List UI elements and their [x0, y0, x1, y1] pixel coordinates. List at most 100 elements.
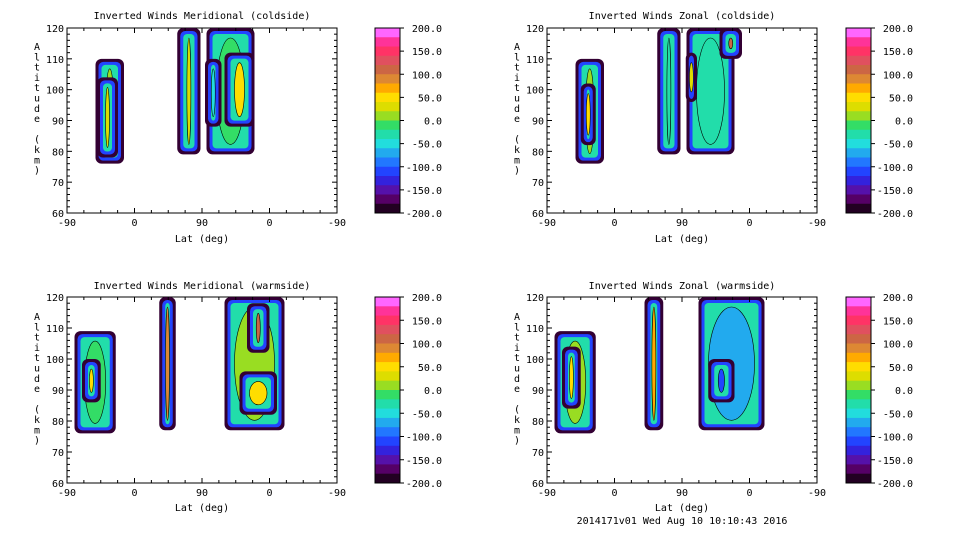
y-tick-label: 60: [52, 479, 64, 490]
colorbar-swatch: [375, 380, 400, 391]
y-axis-label-char: e: [514, 114, 520, 125]
contour-region-core: [186, 37, 192, 145]
colorbar-label: -100.0: [406, 433, 442, 444]
colorbar-label: 0.0: [895, 386, 913, 397]
x-tick-label: 0: [131, 488, 137, 499]
y-tick-label: 120: [526, 24, 544, 35]
colorbar-label: 150.0: [412, 47, 442, 58]
colorbar-swatch: [375, 37, 400, 47]
colorbar-swatch: [846, 120, 871, 131]
contour-region-core: [569, 356, 574, 399]
x-tick-label: 0: [266, 218, 272, 229]
x-tick-label: 0: [611, 218, 617, 229]
y-tick-label: 110: [46, 55, 64, 66]
y-axis-label-char: e: [514, 384, 520, 395]
chart-title: Inverted Winds Meridional (coldside): [94, 11, 311, 22]
heatmap-area: [95, 28, 255, 164]
contour-region-core: [255, 312, 261, 344]
colorbar-label: 50.0: [889, 93, 913, 104]
y-tick-label: 90: [52, 117, 64, 128]
y-tick-label: 60: [532, 209, 544, 220]
colorbar: 200.0 150.0 100.0 50.0 0.0 -50.0 -100.0 -150.0 -…: [845, 24, 913, 220]
heatmap-area: [554, 297, 765, 434]
y-axis-label-char: m: [34, 155, 40, 166]
contour-region-core: [249, 381, 268, 406]
chart-title: Inverted Winds Zonal (coldside): [589, 11, 776, 22]
colorbar-label: -200.0: [406, 479, 442, 490]
x-tick-label: -90: [808, 218, 826, 229]
colorbar-label: -200.0: [877, 479, 913, 490]
colorbar-swatch: [846, 455, 871, 465]
colorbar-swatch: [375, 324, 400, 335]
y-axis-label-char: u: [514, 364, 520, 375]
y-tick-label: 110: [46, 324, 64, 335]
colorbar: 200.0 150.0 100.0 50.0 0.0 -50.0 -100.0 -150.0 -…: [845, 293, 913, 490]
y-tick-label: 70: [532, 178, 544, 189]
colorbar-label: 150.0: [883, 47, 913, 58]
contour-region-core: [165, 306, 170, 421]
colorbar-swatch: [846, 176, 871, 186]
x-tick-label: 90: [676, 488, 688, 499]
colorbar-swatch: [846, 166, 871, 177]
colorbar-label: 50.0: [418, 93, 442, 104]
colorbar-label: 0.0: [424, 117, 442, 128]
colorbar-swatch: [846, 315, 871, 326]
colorbar-swatch: [375, 371, 400, 382]
y-axis-label-char: (: [34, 135, 40, 146]
y-axis-label-char: t: [34, 83, 40, 94]
colorbar-swatch: [846, 408, 871, 419]
colorbar-swatch: [846, 194, 871, 205]
contour-region-core: [234, 62, 245, 117]
colorbar-swatch: [846, 55, 871, 66]
y-axis-label-char: t: [34, 353, 40, 364]
x-axis-label: Lat (deg): [655, 234, 709, 245]
contour-region-core: [105, 87, 110, 148]
colorbar-label: 150.0: [883, 316, 913, 327]
y-axis-label-char: u: [514, 94, 520, 105]
x-tick-label: 0: [746, 488, 752, 499]
y-axis-label-char: k: [34, 145, 40, 156]
y-tick-label: 100: [46, 355, 64, 366]
y-tick-label: 60: [52, 209, 64, 220]
y-axis-label-char: l: [514, 322, 520, 333]
colorbar-swatch: [375, 203, 400, 214]
contour-region-core: [585, 93, 591, 136]
y-axis-label-char: i: [514, 343, 520, 354]
x-tick-label: 90: [196, 218, 208, 229]
x-tick-label: -90: [58, 488, 76, 499]
y-tick-label: 80: [52, 417, 64, 428]
colorbar-swatch: [846, 334, 871, 344]
y-axis-label-char: A: [34, 42, 40, 53]
y-axis-label-char: l: [34, 322, 40, 333]
colorbar-swatch: [846, 46, 871, 57]
colorbar-swatch: [846, 157, 871, 168]
y-tick-label: 120: [46, 293, 64, 304]
y-axis-label-char: t: [514, 63, 520, 74]
colorbar-swatch: [375, 28, 400, 38]
y-axis-label-char: i: [34, 343, 40, 354]
colorbar-label: -150.0: [877, 456, 913, 467]
heatmap-area: [74, 297, 285, 434]
colorbar-swatch: [375, 92, 400, 103]
contour-region-core: [728, 37, 734, 50]
colorbar-swatch: [375, 417, 400, 428]
contour-region-core: [651, 306, 657, 421]
chart-panel-meridional-warmside: Inverted Winds Meridional (warmside) Lat…: [34, 281, 442, 514]
y-tick-label: 90: [532, 386, 544, 397]
colorbar-swatch: [375, 185, 400, 195]
colorbar-label: -100.0: [877, 163, 913, 174]
y-axis-label-char: d: [34, 374, 40, 385]
y-tick-label: 120: [526, 293, 544, 304]
chart-title: Inverted Winds Meridional (warmside): [94, 281, 311, 292]
contour-region-core: [666, 37, 672, 145]
colorbar-swatch: [846, 436, 871, 447]
y-axis-label-char: (: [514, 135, 520, 146]
y-tick-label: 70: [52, 448, 64, 459]
colorbar-swatch: [375, 334, 400, 344]
y-axis-label-char: l: [514, 52, 520, 63]
y-axis-label-char: ): [34, 166, 40, 177]
